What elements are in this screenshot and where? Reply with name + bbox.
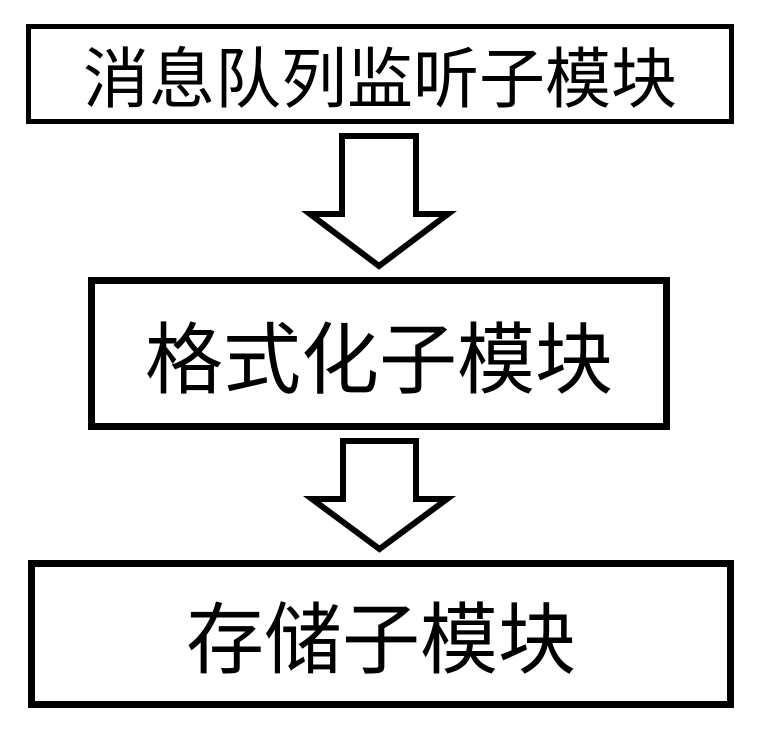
flowchart-node-storage: 存储子模块 bbox=[28, 560, 734, 708]
flowchart-node-label: 存储子模块 bbox=[186, 578, 576, 690]
flowchart-canvas: 消息队列监听子模块 格式化子模块 存储子模块 bbox=[0, 0, 757, 729]
arrow-path bbox=[312, 441, 447, 549]
